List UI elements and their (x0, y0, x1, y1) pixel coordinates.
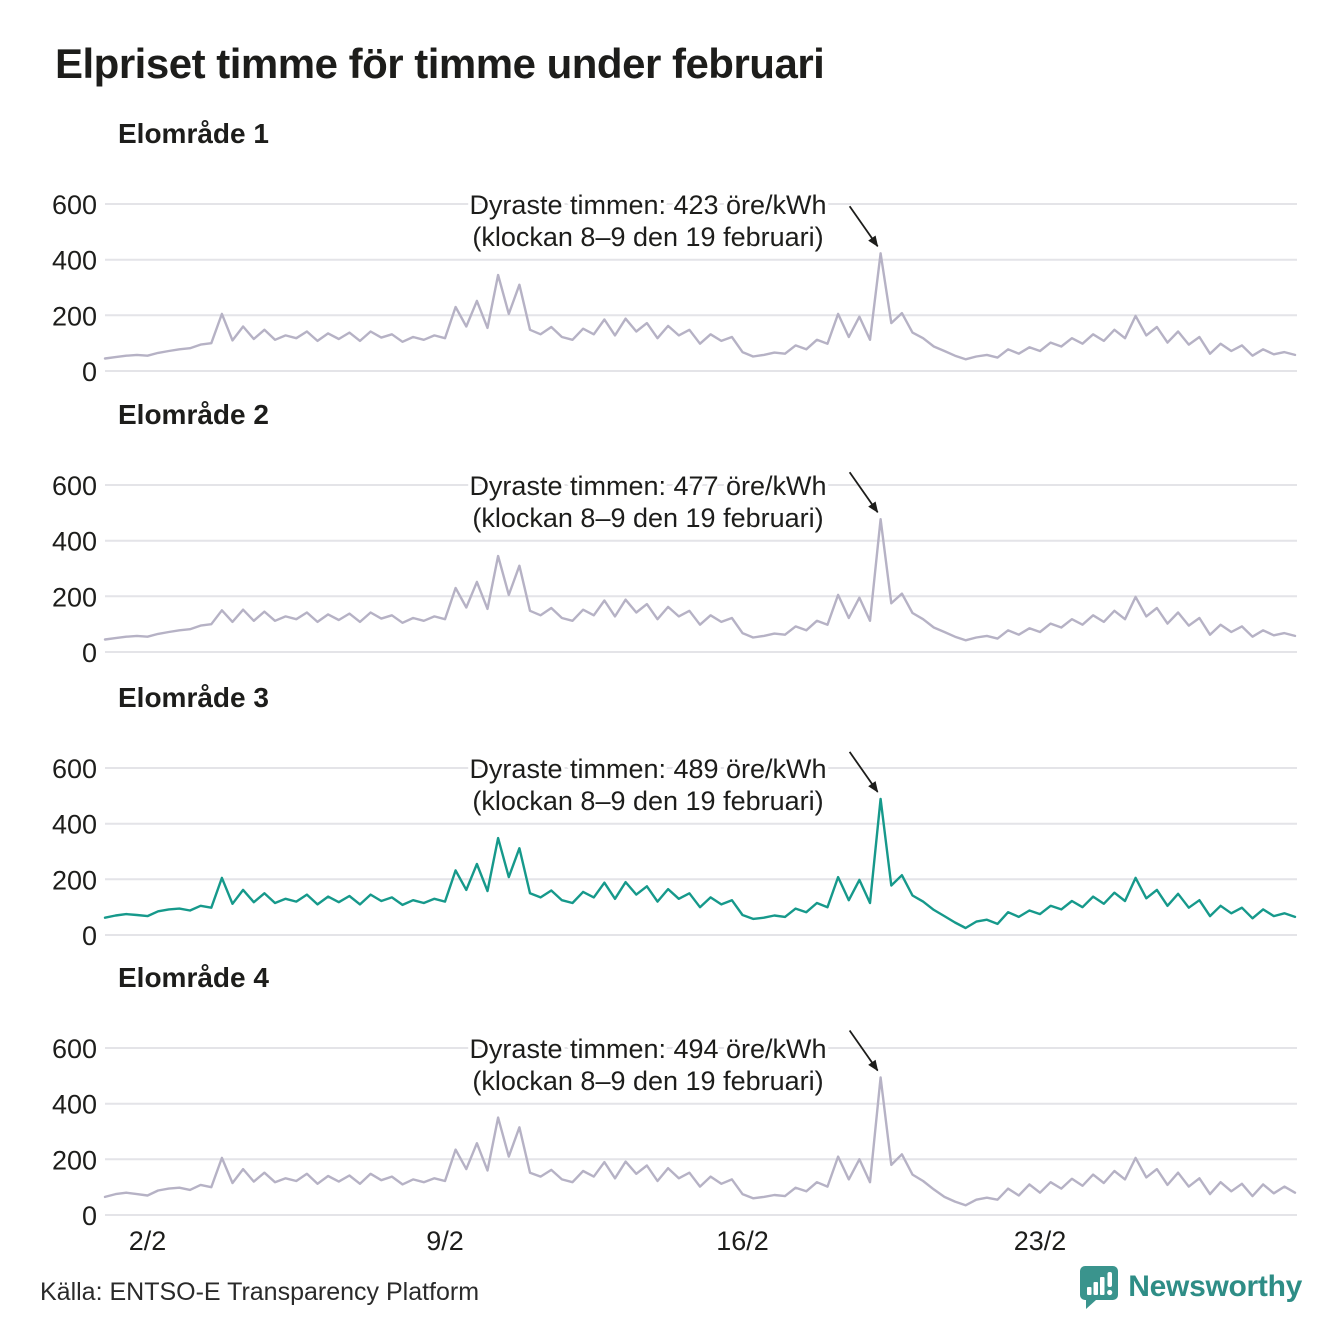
y-tick-label: 400 (52, 1090, 97, 1120)
page-title: Elpriset timme för timme under februari (55, 40, 825, 87)
chart-subtitle: Elområde 1 (118, 118, 269, 149)
y-tick-label: 600 (52, 471, 97, 501)
price-line (103, 252, 1297, 361)
chart-subtitle: Elområde 3 (118, 682, 269, 713)
annotation-arrowhead (868, 1059, 879, 1072)
annotation-arrowhead (868, 781, 879, 793)
annotation-text: (klockan 8–9 den 19 februari) (472, 786, 823, 816)
price-line-chart: 600 400 200 0 Dyraste timmen: 477 öre/kWh(kl… (52, 468, 1297, 666)
newsworthy-wordmark: Newsworthy (1128, 1270, 1302, 1303)
x-tick-label: 9/2 (426, 1226, 464, 1256)
y-tick-label: 200 (52, 582, 97, 612)
price-line (103, 1076, 1297, 1207)
newsworthy-logo: Newsworthy (1077, 1264, 1302, 1310)
annotation-text: Dyraste timmen: 423 öre/kWh (469, 190, 826, 220)
price-line (103, 517, 1297, 642)
annotation-text: (klockan 8–9 den 19 februari) (472, 503, 823, 533)
chart-block-elomrade-2: Elområde 2 600 400 200 0 Dyraste timmen: 477… (0, 399, 1340, 679)
y-tick-label: 200 (52, 865, 97, 895)
annotation-text: Dyraste timmen: 494 öre/kWh (469, 1034, 826, 1064)
annotation-arrowhead (868, 501, 879, 514)
y-tick-label: 400 (52, 527, 97, 557)
x-tick-label: 23/2 (1014, 1226, 1067, 1256)
x-tick-label: 2/2 (129, 1226, 167, 1256)
price-line-chart: 600 400 200 0 Dyraste timmen: 494 öre/kWh(kl… (52, 1029, 1297, 1256)
y-tick-label: 0 (82, 638, 97, 666)
chart-subtitle: Elområde 2 (118, 399, 269, 430)
annotation-arrowhead (868, 235, 879, 248)
annotation-text: Dyraste timmen: 477 öre/kWh (469, 471, 826, 501)
price-line-chart: 600 400 200 0 Dyraste timmen: 423 öre/kWh(kl… (52, 187, 1297, 385)
chart-block-elomrade-3: Elområde 3 600 400 200 0 Dyraste timmen: 489… (0, 682, 1340, 962)
chart-subtitle: Elområde 4 (118, 962, 269, 993)
price-line (103, 797, 1297, 930)
y-tick-label: 0 (82, 1201, 97, 1231)
chart-block-elomrade-4: Elområde 4 600 400 200 0 Dyraste timmen: 494… (0, 962, 1340, 1256)
chart-block-elomrade-1: Elområde 1 600 400 200 0 Dyraste timmen: 423… (0, 118, 1340, 398)
y-tick-label: 200 (52, 301, 97, 331)
y-tick-label: 0 (82, 357, 97, 385)
newsworthy-bubble-chart-icon (1080, 1266, 1119, 1309)
source-note: Källa: ENTSO-E Transparency Platform (40, 1278, 480, 1306)
y-tick-label: 200 (52, 1145, 97, 1175)
price-line-chart: 600 400 200 0 Dyraste timmen: 489 öre/kWh(kl… (52, 751, 1297, 949)
y-tick-label: 600 (52, 190, 97, 220)
y-tick-label: 400 (52, 246, 97, 276)
annotation-text: (klockan 8–9 den 19 februari) (472, 1066, 823, 1096)
annotation-text: (klockan 8–9 den 19 februari) (472, 222, 823, 252)
y-tick-label: 600 (52, 1034, 97, 1064)
annotation-text: Dyraste timmen: 489 öre/kWh (469, 754, 826, 784)
x-tick-label: 16/2 (716, 1226, 769, 1256)
y-tick-label: 400 (52, 810, 97, 840)
y-tick-label: 600 (52, 754, 97, 784)
y-tick-label: 0 (82, 921, 97, 949)
